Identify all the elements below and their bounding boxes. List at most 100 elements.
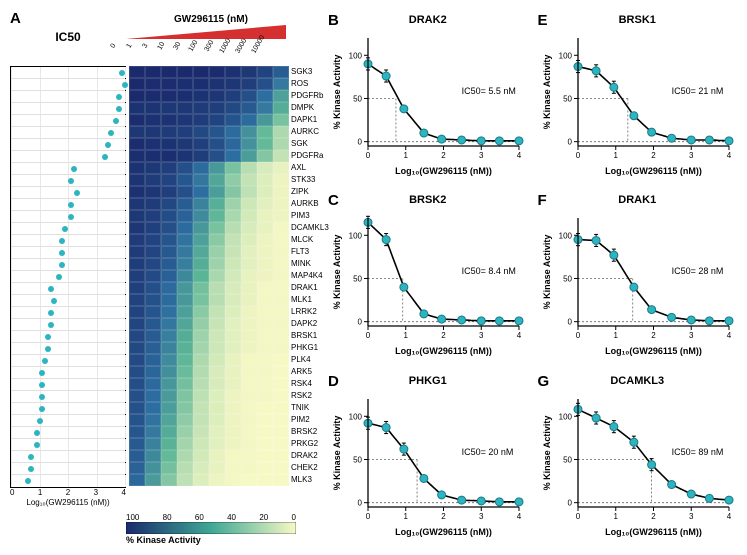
svg-text:0: 0 [366,512,371,521]
heat-row [129,318,289,330]
heat-cell [257,306,273,318]
svg-text:2: 2 [651,331,656,340]
heat-cell [145,222,161,234]
heat-cell [177,210,193,222]
heat-cell [241,186,257,198]
svg-text:0: 0 [576,512,581,521]
heat-cell [177,354,193,366]
kinase-label: PIM2 [291,414,329,426]
heat-cell [209,342,225,354]
heat-row [129,198,289,210]
ic50-title: IC50 [10,30,126,44]
heat-row [129,246,289,258]
heat-cell [257,258,273,270]
ic50-row [11,283,125,295]
heat-row [129,462,289,474]
heat-cell [161,198,177,210]
kinase-label: STK33 [291,174,329,186]
ic50-dot [25,478,31,484]
svg-text:4: 4 [727,151,732,160]
ic50-dot [51,298,57,304]
heat-cell [257,342,273,354]
svg-text:4: 4 [517,512,522,521]
ic50-row [11,463,125,475]
kinase-label: MLK1 [291,294,329,306]
heat-cell [129,78,145,90]
heat-cell [161,102,177,114]
heat-cell [257,66,273,78]
heat-row [129,150,289,162]
heat-cell [257,390,273,402]
ic50-row [11,223,125,235]
heat-cell [193,438,209,450]
heat-cell [257,114,273,126]
heat-cell [209,138,225,150]
svg-text:0: 0 [358,138,363,147]
heat-cell [193,354,209,366]
heat-cell [225,318,241,330]
heat-cell [161,366,177,378]
heat-cell [177,234,193,246]
heat-cell [273,78,289,90]
heat-cell [161,90,177,102]
heat-cell [177,438,193,450]
ic50-row [11,67,125,79]
heat-cell [225,246,241,258]
heat-cell [145,306,161,318]
heat-cell [129,390,145,402]
heat-row [129,222,289,234]
ic50-row [11,379,125,391]
kinase-label: LRRK2 [291,306,329,318]
heat-cell [129,102,145,114]
heat-cell [241,282,257,294]
kinase-label: DCAMKL3 [291,222,329,234]
heat-cell [177,78,193,90]
heat-cell [193,342,209,354]
heat-cell [241,66,257,78]
ic50-row [11,103,125,115]
ic50-dot [42,358,48,364]
heat-cell [273,378,289,390]
kinase-label: SGK [291,138,329,150]
ic50-xlabel: Log₁₀(GW296115 (nM)) [10,498,126,507]
chart-title: BRSK1 [619,14,656,26]
ic50-row [11,187,125,199]
heat-cell [273,366,289,378]
heat-cell [193,306,209,318]
svg-text:0: 0 [576,151,581,160]
ic50-row [11,319,125,331]
heat-cell [257,162,273,174]
heat-cell [193,90,209,102]
svg-text:1: 1 [404,512,409,521]
heat-cell [273,318,289,330]
svg-text:Log₁₀(GW296115 (nM)): Log₁₀(GW296115 (nM)) [395,527,492,537]
heat-cell [209,150,225,162]
heat-cell [225,210,241,222]
heat-cell [209,78,225,90]
heat-cell [209,474,225,486]
heat-cell [241,426,257,438]
heat-cell [241,222,257,234]
heat-cell [193,102,209,114]
heat-cell [145,78,161,90]
ic50-dot [113,118,119,124]
heat-cell [241,270,257,282]
ic50-dot [34,442,40,448]
heat-cell [257,438,273,450]
svg-text:4: 4 [727,331,732,340]
heat-cell [257,282,273,294]
tick-label: 20 [259,513,268,522]
svg-text:Log₁₀(GW296115 (nM)): Log₁₀(GW296115 (nM)) [605,166,702,176]
tick-label: 60 [195,513,204,522]
svg-text:50: 50 [563,275,572,284]
heat-cell [129,294,145,306]
heat-cell [177,198,193,210]
chart-title: PHKG1 [409,375,447,387]
svg-text:50: 50 [563,455,572,464]
heat-cell [257,210,273,222]
heat-cell [241,258,257,270]
ic50-row [11,139,125,151]
svg-text:% Kinase Activity: % Kinase Activity [542,415,552,490]
panel-label: D [328,373,339,390]
svg-text:0: 0 [567,138,572,147]
